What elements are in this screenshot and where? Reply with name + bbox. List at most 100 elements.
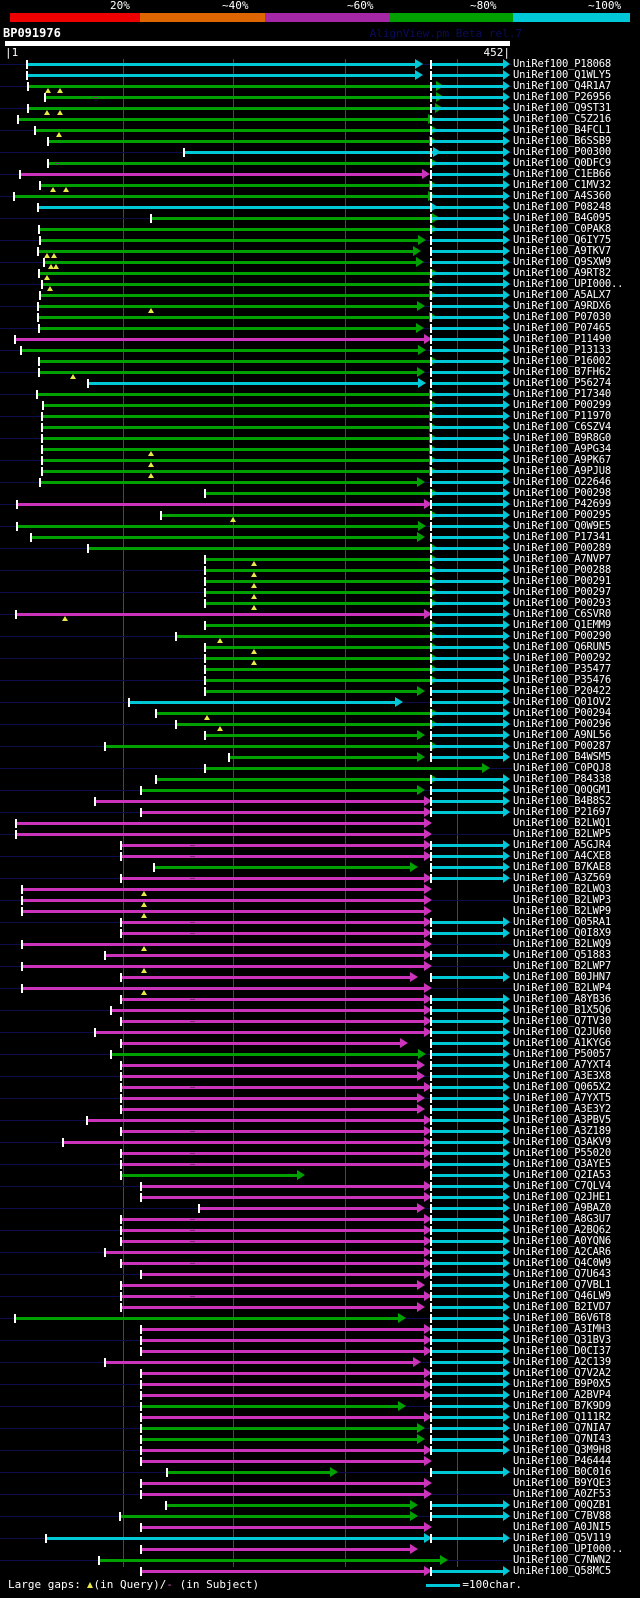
alignment-bar-secondary[interactable] xyxy=(432,426,503,429)
hit-label[interactable]: UniRef100_C6SVR0 xyxy=(513,608,611,620)
alignment-bar-secondary[interactable] xyxy=(432,1086,503,1089)
alignment-bar-secondary[interactable] xyxy=(432,305,503,308)
alignment-bar[interactable] xyxy=(204,569,430,572)
alignment-bar-secondary[interactable] xyxy=(432,481,503,484)
hit-label[interactable]: UniRef100_Q46LW9 xyxy=(513,1290,611,1302)
alignment-bar[interactable] xyxy=(165,1504,410,1507)
alignment-bar[interactable] xyxy=(140,1273,424,1276)
alignment-bar-secondary[interactable] xyxy=(432,415,503,418)
hit-label[interactable]: UniRef100_P16002 xyxy=(513,355,611,367)
alignment-bar[interactable] xyxy=(160,514,430,517)
alignment-bar-secondary[interactable] xyxy=(432,690,503,693)
alignment-bar[interactable] xyxy=(37,206,430,209)
hit-label[interactable]: UniRef100_P11490 xyxy=(513,333,611,345)
alignment-bar-secondary[interactable] xyxy=(432,492,503,495)
alignment-bar[interactable] xyxy=(27,107,435,110)
hit-label[interactable]: UniRef100_B2LWP4 xyxy=(513,982,611,994)
hit-label[interactable]: UniRef100_B4G095 xyxy=(513,212,611,224)
hit-label[interactable]: UniRef100_A0YQN6 xyxy=(513,1235,611,1247)
hit-label[interactable]: UniRef100_B9YQE3 xyxy=(513,1477,611,1489)
hit-label[interactable]: UniRef100_A9PK67 xyxy=(513,454,611,466)
alignment-bar-secondary[interactable] xyxy=(432,1394,503,1397)
hit-label[interactable]: UniRef100_A3E3Y2 xyxy=(513,1103,611,1115)
alignment-bar[interactable] xyxy=(110,1009,424,1012)
hit-label[interactable]: UniRef100_B2LWP3 xyxy=(513,894,611,906)
hit-label[interactable]: UniRef100_Q9ST31 xyxy=(513,102,611,114)
alignment-bar[interactable] xyxy=(21,899,424,902)
hit-label[interactable]: UniRef100_B1X5Q6 xyxy=(513,1004,611,1016)
alignment-bar-secondary[interactable] xyxy=(432,1449,503,1452)
hit-label[interactable]: UniRef100_P00288 xyxy=(513,564,611,576)
alignment-bar-secondary[interactable] xyxy=(432,1174,503,1177)
alignment-bar[interactable] xyxy=(140,1449,424,1452)
alignment-bar-secondary[interactable] xyxy=(432,1064,503,1067)
alignment-bar[interactable] xyxy=(140,1482,424,1485)
alignment-bar[interactable] xyxy=(45,1537,424,1540)
alignment-bar[interactable] xyxy=(120,1306,417,1309)
hit-label[interactable]: UniRef100_Q5V119 xyxy=(513,1532,611,1544)
alignment-bar[interactable] xyxy=(183,151,433,154)
hit-label[interactable]: UniRef100_A9BAZ0 xyxy=(513,1202,611,1214)
hit-label[interactable]: UniRef100_B2LWP5 xyxy=(513,828,611,840)
alignment-bar-secondary[interactable] xyxy=(432,525,503,528)
alignment-bar-secondary[interactable] xyxy=(432,778,503,781)
alignment-bar-secondary[interactable] xyxy=(432,118,503,121)
hit-label[interactable]: UniRef100_P42699 xyxy=(513,498,611,510)
alignment-bar[interactable] xyxy=(120,1174,297,1177)
alignment-bar-secondary[interactable] xyxy=(432,921,503,924)
alignment-bar-secondary[interactable] xyxy=(432,173,503,176)
alignment-bar-secondary[interactable] xyxy=(432,1075,503,1078)
hit-label[interactable]: UniRef100_A2C139 xyxy=(513,1356,611,1368)
alignment-bar[interactable] xyxy=(175,635,430,638)
alignment-bar-secondary[interactable] xyxy=(432,1152,503,1155)
alignment-bar[interactable] xyxy=(155,778,430,781)
alignment-bar[interactable] xyxy=(120,1020,424,1023)
alignment-bar[interactable] xyxy=(204,646,430,649)
hit-label[interactable]: UniRef100_A9PG34 xyxy=(513,443,611,455)
hit-label[interactable]: UniRef100_A0JNI5 xyxy=(513,1521,611,1533)
hit-label[interactable]: UniRef100_Q58MC5 xyxy=(513,1565,611,1577)
alignment-bar[interactable] xyxy=(120,1240,424,1243)
alignment-bar-secondary[interactable] xyxy=(432,811,503,814)
alignment-bar[interactable] xyxy=(175,723,430,726)
hit-label[interactable]: UniRef100_Q3AYE5 xyxy=(513,1158,611,1170)
hit-label[interactable]: UniRef100_Q51883 xyxy=(513,949,611,961)
hit-label[interactable]: UniRef100_A7YXT4 xyxy=(513,1059,611,1071)
alignment-bar-secondary[interactable] xyxy=(432,701,503,704)
hit-label[interactable]: UniRef100_P21697 xyxy=(513,806,611,818)
hit-label[interactable]: UniRef100_C0PQJ8 xyxy=(513,762,611,774)
hit-label[interactable]: UniRef100_P84338 xyxy=(513,773,611,785)
alignment-bar[interactable] xyxy=(120,855,424,858)
alignment-bar-secondary[interactable] xyxy=(432,294,503,297)
hit-label[interactable]: UniRef100_B7K9D9 xyxy=(513,1400,611,1412)
hit-label[interactable]: UniRef100_P00295 xyxy=(513,509,611,521)
hit-label[interactable]: UniRef100_B9P0X5 xyxy=(513,1378,611,1390)
alignment-bar-secondary[interactable] xyxy=(432,1339,503,1342)
alignment-bar-secondary[interactable] xyxy=(432,547,503,550)
alignment-bar[interactable] xyxy=(30,536,417,539)
alignment-bar-secondary[interactable] xyxy=(432,789,503,792)
alignment-bar[interactable] xyxy=(21,888,424,891)
hit-label[interactable]: UniRef100_P00294 xyxy=(513,707,611,719)
alignment-bar[interactable] xyxy=(204,624,430,627)
alignment-bar[interactable] xyxy=(34,129,430,132)
alignment-bar[interactable] xyxy=(38,327,416,330)
alignment-bar[interactable] xyxy=(166,1471,330,1474)
alignment-bar[interactable] xyxy=(204,668,430,671)
hit-label[interactable]: UniRef100_P00300 xyxy=(513,146,611,158)
alignment-bar[interactable] xyxy=(17,118,428,121)
hit-label[interactable]: UniRef100_A1KYG6 xyxy=(513,1037,611,1049)
hit-label[interactable]: UniRef100_Q7NI43 xyxy=(513,1433,611,1445)
alignment-bar[interactable] xyxy=(204,690,417,693)
alignment-bar[interactable] xyxy=(26,74,415,77)
alignment-bar-secondary[interactable] xyxy=(432,745,503,748)
hit-label[interactable]: UniRef100_Q4C0W9 xyxy=(513,1257,611,1269)
alignment-bar-secondary[interactable] xyxy=(432,272,503,275)
alignment-bar-secondary[interactable] xyxy=(432,85,503,88)
hit-label[interactable]: UniRef100_Q0I8X9 xyxy=(513,927,611,939)
alignment-bar-secondary[interactable] xyxy=(432,360,503,363)
hit-label[interactable]: UniRef100_P35477 xyxy=(513,663,611,675)
alignment-bar[interactable] xyxy=(104,745,430,748)
alignment-bar-secondary[interactable] xyxy=(432,613,503,616)
alignment-bar-secondary[interactable] xyxy=(432,63,503,66)
